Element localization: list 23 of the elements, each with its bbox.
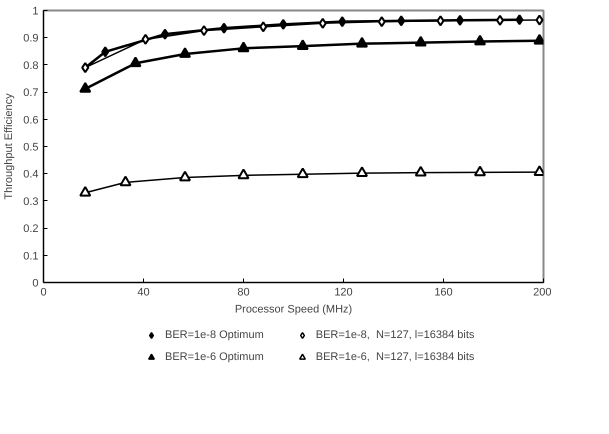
y-tick-label: 0 xyxy=(32,278,39,290)
legend-label: BER=1e-8, N=127, l=16384 bits xyxy=(316,329,474,341)
x-tick-label: 120 xyxy=(334,286,353,298)
x-tick-label: 40 xyxy=(137,286,150,298)
y-tick-label: 0.9 xyxy=(23,32,39,45)
y-axis-title: Throughput Efficiency xyxy=(3,92,16,200)
y-tick-label: 0.3 xyxy=(23,196,39,208)
y-tick-label: 0.2 xyxy=(23,223,39,236)
x-tick-label: 160 xyxy=(434,286,453,298)
legend-label: BER=1e-6 Optimum xyxy=(165,351,264,363)
legend-label: BER=1e-6, N=127, l=16384 bits xyxy=(316,351,474,363)
x-tick-label: 0 xyxy=(40,286,47,298)
y-tick-label: 0.8 xyxy=(23,60,39,72)
legend-label: BER=1e-8 Optimum xyxy=(165,329,264,341)
y-tick-label: 1 xyxy=(32,6,39,18)
y-tick-label: 0.6 xyxy=(23,114,39,126)
y-tick-label: 0.5 xyxy=(23,142,39,154)
y-tick-label: 0.7 xyxy=(23,87,39,100)
x-axis-title: Processor Speed (MHz) xyxy=(234,304,352,316)
x-tick-label: 200 xyxy=(533,286,552,298)
y-tick-label: 0.4 xyxy=(23,168,39,181)
y-tick-label: 0.1 xyxy=(23,250,39,262)
x-tick-label: 80 xyxy=(237,286,250,298)
